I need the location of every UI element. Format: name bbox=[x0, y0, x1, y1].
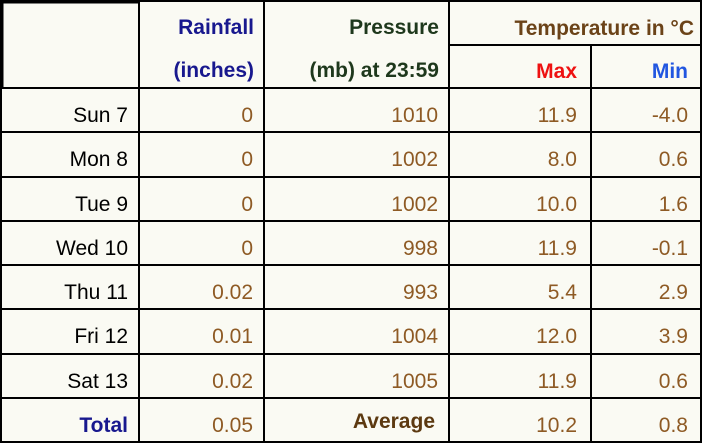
min-temp-value: 0.6 bbox=[592, 133, 700, 176]
day-label: Wed 10 bbox=[2, 221, 138, 264]
max-temp-value: 5.4 bbox=[450, 266, 590, 309]
pressure-value: 1002 bbox=[265, 133, 448, 176]
pressure-value: 1005 bbox=[265, 354, 448, 397]
pressure-header-line2: (mb) at 23:59 bbox=[309, 58, 439, 82]
day-label: Thu 11 bbox=[2, 266, 138, 309]
pressure-value: 1002 bbox=[265, 177, 448, 220]
min-temp-value: -4.0 bbox=[592, 89, 700, 132]
day-label: Sat 13 bbox=[2, 354, 138, 397]
corner-cell bbox=[2, 2, 138, 87]
pressure-header-line1: Pressure bbox=[349, 16, 439, 40]
min-temp-value: 0.6 bbox=[592, 354, 700, 397]
day-label: Fri 12 bbox=[2, 310, 138, 353]
min-temp-value: -0.1 bbox=[592, 221, 700, 264]
rainfall-header-line1: Rainfall bbox=[178, 16, 254, 40]
pressure-value: 1010 bbox=[265, 89, 448, 132]
rainfall-column-header: Rainfall (inches) bbox=[140, 2, 263, 87]
max-temp-value: 11.9 bbox=[450, 354, 590, 397]
min-temp-value: 2.9 bbox=[592, 266, 700, 309]
max-temp-value: 12.0 bbox=[450, 310, 590, 353]
max-temp-value: 8.0 bbox=[450, 133, 590, 176]
temperature-min-header: Min bbox=[592, 46, 700, 87]
rainfall-value: 0 bbox=[140, 89, 263, 132]
temperature-max-header: Max bbox=[450, 46, 590, 87]
rainfall-value: 0.01 bbox=[140, 310, 263, 353]
rainfall-value: 0.02 bbox=[140, 354, 263, 397]
rainfall-total-value: 0.05 bbox=[140, 398, 263, 441]
pressure-value: 993 bbox=[265, 266, 448, 309]
day-label: Mon 8 bbox=[2, 133, 138, 176]
max-temp-value: 10.0 bbox=[450, 177, 590, 220]
rainfall-header-line2: (inches) bbox=[173, 58, 254, 82]
min-temp-value: 1.6 bbox=[592, 177, 700, 220]
pressure-column-header: Pressure (mb) at 23:59 bbox=[265, 2, 448, 87]
min-temp-value: 3.9 bbox=[592, 310, 700, 353]
max-temp-average-value: 10.2 bbox=[450, 398, 590, 441]
rainfall-value: 0 bbox=[140, 133, 263, 176]
day-label: Tue 9 bbox=[2, 177, 138, 220]
min-temp-average-value: 0.8 bbox=[592, 398, 700, 441]
rainfall-value: 0 bbox=[140, 221, 263, 264]
total-label: Total bbox=[2, 398, 138, 441]
temperature-group-header: Temperature in °C bbox=[450, 2, 700, 44]
rainfall-value: 0 bbox=[140, 177, 263, 220]
pressure-value: 1004 bbox=[265, 310, 448, 353]
rainfall-value: 0.02 bbox=[140, 266, 263, 309]
max-temp-value: 11.9 bbox=[450, 221, 590, 264]
day-label: Sun 7 bbox=[2, 89, 138, 132]
max-temp-value: 11.9 bbox=[450, 89, 590, 132]
average-label: Average bbox=[265, 398, 448, 441]
pressure-value: 998 bbox=[265, 221, 448, 264]
